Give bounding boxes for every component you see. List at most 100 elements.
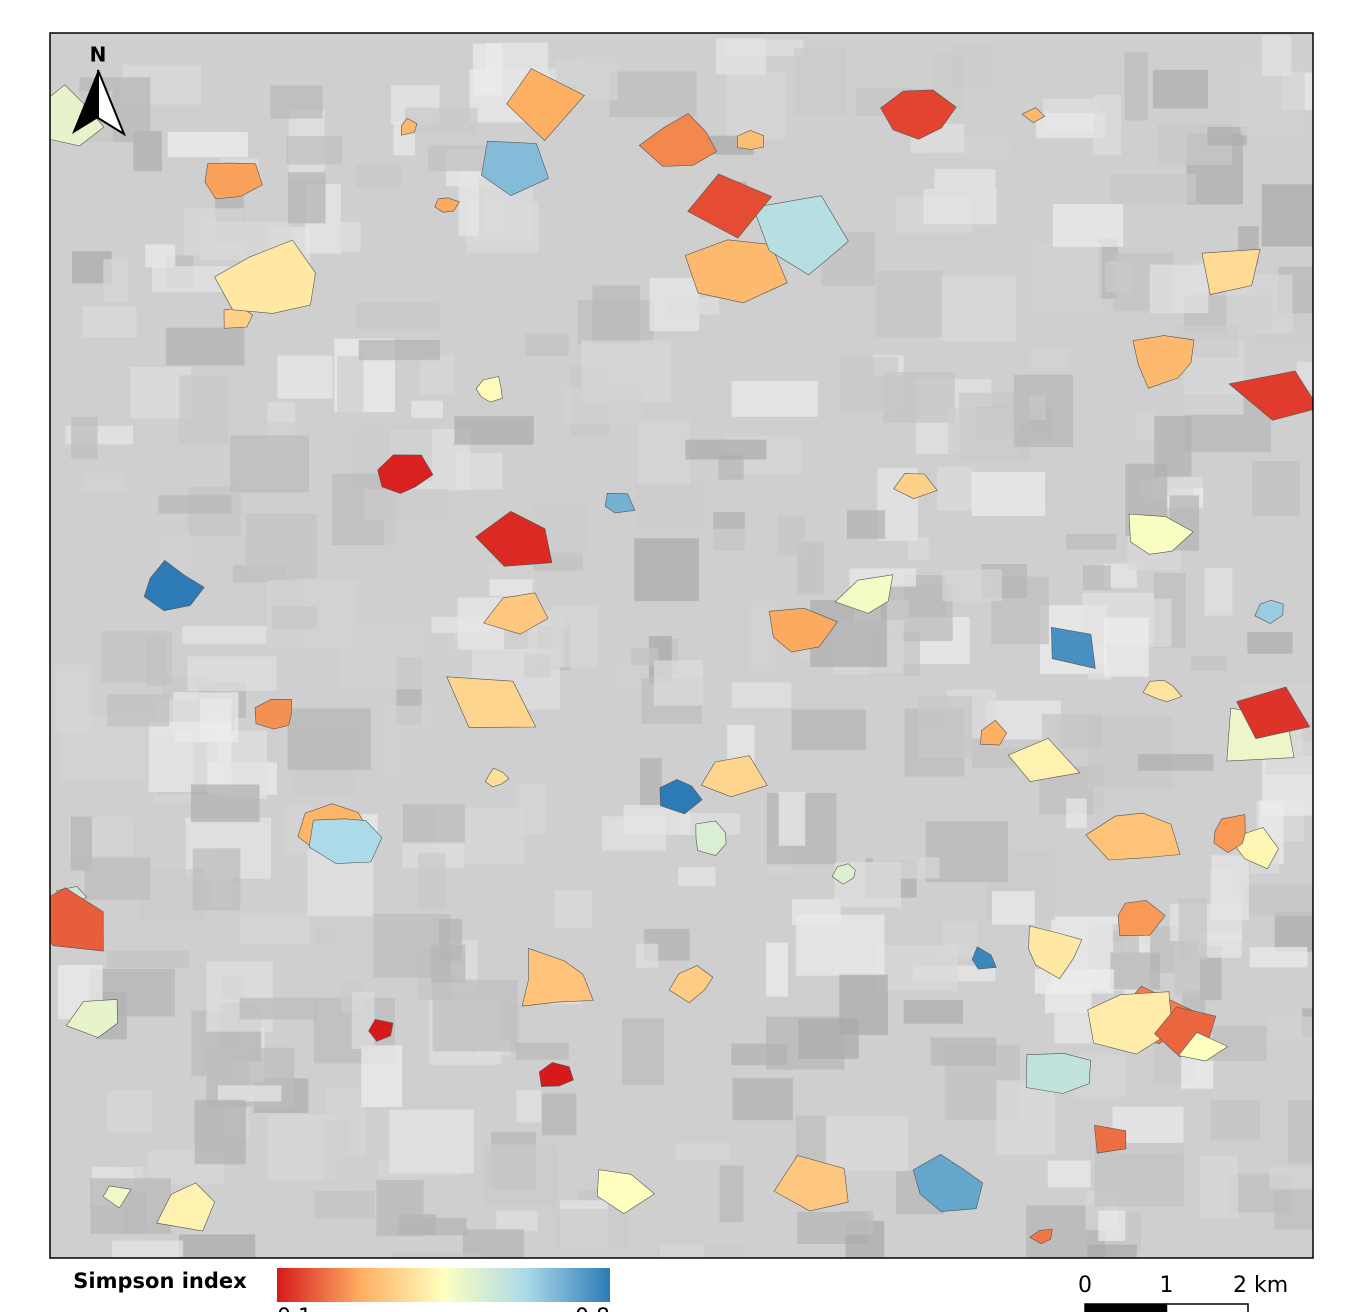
terrain-patch xyxy=(726,72,785,140)
terrain-patch xyxy=(107,694,169,726)
terrain-patch xyxy=(112,1241,183,1258)
terrain-patch xyxy=(400,727,486,797)
terrain-patch xyxy=(483,1145,557,1206)
terrain-patch xyxy=(287,709,371,770)
terrain-patch xyxy=(942,569,1002,601)
terrain-patch xyxy=(516,1043,569,1060)
scale-segment xyxy=(1085,1304,1167,1312)
terrain-patch xyxy=(106,951,189,968)
terrain-patch xyxy=(778,516,805,556)
terrain-patch xyxy=(678,867,715,886)
terrain-patch xyxy=(182,626,266,644)
terrain-patch xyxy=(972,472,1045,516)
terrain-patch xyxy=(337,356,363,425)
scale-bar: 012 km xyxy=(1078,1273,1288,1312)
terrain-patch xyxy=(551,606,597,667)
terrain-patch xyxy=(733,1078,793,1120)
terrain-patch xyxy=(418,853,446,910)
terrain-patch xyxy=(525,334,568,356)
terrain-patch xyxy=(1262,35,1291,76)
terrain-patch xyxy=(364,489,448,520)
terrain-patch xyxy=(146,636,167,686)
terrain-patch xyxy=(779,792,806,845)
terrain-patch xyxy=(103,259,128,301)
terrain-patch xyxy=(716,38,766,74)
terrain-patch xyxy=(1269,1167,1323,1190)
scale-label: 2 km xyxy=(1233,1273,1288,1298)
terrain-patch xyxy=(937,467,972,510)
terrain-patch xyxy=(376,1180,423,1236)
terrain-patch xyxy=(524,654,551,676)
terrain-patch xyxy=(473,44,502,96)
terrain-patch xyxy=(1262,184,1328,246)
terrain-patch xyxy=(997,1080,1055,1154)
terrain-patch xyxy=(323,1121,349,1187)
terrain-patch xyxy=(635,481,704,534)
terrain-patch xyxy=(667,298,719,315)
terrain-patch xyxy=(1204,568,1232,616)
terrain-patch xyxy=(1098,1211,1125,1241)
terrain-patch xyxy=(490,579,533,595)
terrain-patch xyxy=(931,1038,997,1066)
terrain-patch xyxy=(278,356,333,399)
terrain-patch xyxy=(1297,362,1360,390)
terrain-patch xyxy=(847,510,885,538)
terrain-patch xyxy=(638,420,690,484)
terrain-patch xyxy=(428,145,486,171)
terrain-patch xyxy=(454,416,533,445)
terrain-patch xyxy=(1279,606,1352,635)
terrain-patch xyxy=(230,435,309,492)
terrain-patch xyxy=(267,580,357,648)
terrain-patch xyxy=(1244,884,1317,916)
terrain-patch xyxy=(191,784,260,822)
colorbar-min-label: 0.1 xyxy=(277,1305,312,1312)
terrain-patch xyxy=(1048,1161,1091,1188)
terrain-patch xyxy=(876,945,958,991)
terrain-patch xyxy=(314,1191,374,1218)
terrain-patch xyxy=(455,453,502,489)
terrain-patch xyxy=(876,271,942,337)
terrain-patch xyxy=(826,1116,908,1171)
terrain-patch xyxy=(179,375,228,443)
terrain-patch xyxy=(1125,52,1148,121)
terrain-patch xyxy=(389,1110,474,1174)
terrain-patch xyxy=(218,1085,281,1101)
page: N Simpson index 0.1 0.8 012 km xyxy=(0,0,1360,1312)
colorbar-max-label: 0.8 xyxy=(575,1305,610,1312)
terrain-patch xyxy=(839,975,888,1035)
terrain-patch xyxy=(516,1090,541,1123)
terrain-patch xyxy=(1083,565,1111,590)
terrain-patch xyxy=(1105,261,1133,292)
terrain-patch xyxy=(433,980,518,1052)
terrain-patch xyxy=(610,71,697,117)
terrain-patch xyxy=(918,696,972,758)
terrain-patch xyxy=(636,944,659,968)
terrain-patch xyxy=(1093,95,1121,155)
terrain-patch xyxy=(288,172,326,223)
terrain-patch xyxy=(107,1091,152,1133)
terrain-patch xyxy=(1200,1156,1238,1218)
terrain-patch xyxy=(168,132,248,157)
terrain-patch xyxy=(85,858,150,900)
terrain-patch xyxy=(640,758,662,808)
terrain-patch xyxy=(239,998,317,1020)
scale-segment xyxy=(1167,1304,1249,1312)
terrain-patch xyxy=(195,1100,246,1165)
terrain-patch xyxy=(766,943,788,997)
terrain-patch xyxy=(923,189,996,224)
terrain-patch xyxy=(357,164,401,188)
terrain-patch xyxy=(405,108,478,135)
terrain-patch xyxy=(83,307,137,337)
terrain-patch xyxy=(1035,969,1114,993)
terrain-patch xyxy=(796,915,884,976)
terrain-patch xyxy=(592,285,640,343)
terrain-patch xyxy=(1252,461,1299,516)
terrain-patch xyxy=(1247,632,1292,654)
terrain-patch xyxy=(792,710,866,750)
terrain-patch xyxy=(166,328,244,366)
terrain-patch xyxy=(1033,243,1101,312)
terrain-patch xyxy=(1014,375,1073,447)
terrain-patch xyxy=(938,277,1016,341)
terrain-patch xyxy=(1191,656,1227,671)
terrain-patch xyxy=(732,381,818,417)
